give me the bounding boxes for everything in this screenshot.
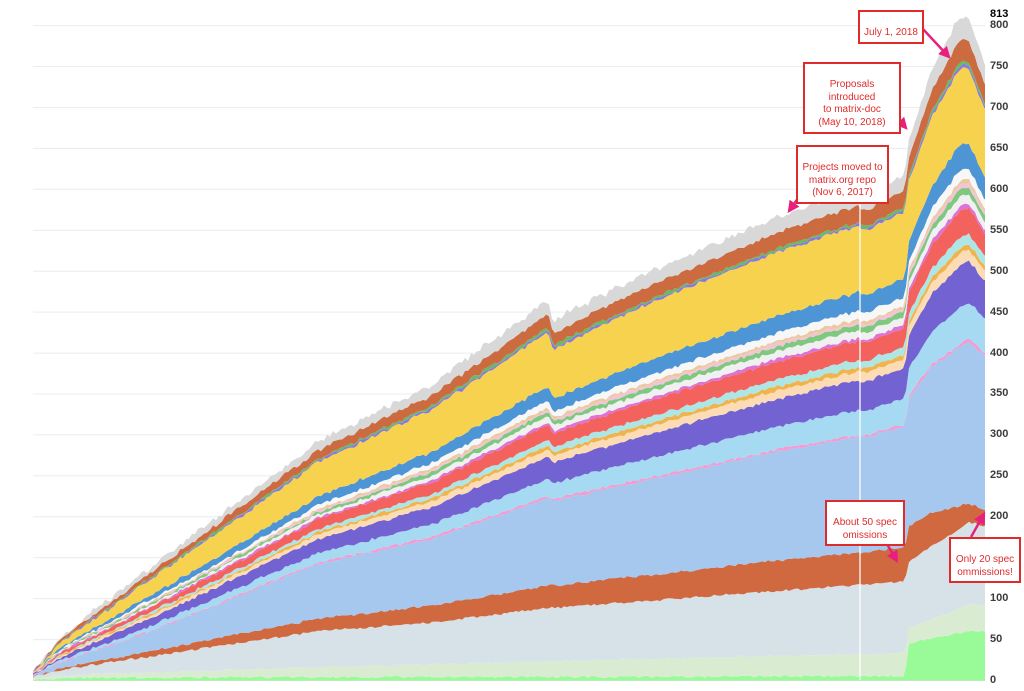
annotation-about-50-spec-omissions: About 50 spec omissions (825, 500, 905, 547)
annotation-arrow-only-20-spec-omissions (969, 511, 986, 538)
area-series-orange-band[interactable] (33, 503, 985, 678)
y-axis-label-800: 800 (990, 19, 1009, 32)
y-axis-label-700: 700 (990, 100, 1009, 113)
y-axis-peak-label: 813 (990, 8, 1009, 21)
y-axis-label-650: 650 (990, 141, 1009, 154)
annotation-projects-moved: Projects moved to matrix.org repo (Nov 6… (796, 145, 889, 205)
y-axis-label-250: 250 (990, 469, 1009, 482)
annotation-text: Projects moved to matrix.org repo (Nov 6… (802, 161, 883, 199)
annotation-proposals-matrix-doc: Proposals introduced to matrix-doc (May … (803, 62, 901, 134)
area-series-group (33, 16, 985, 681)
annotation-text: About 50 spec omissions (833, 516, 897, 541)
annotation-text: Proposals introduced to matrix-doc (May … (818, 78, 886, 129)
y-axis-label-500: 500 (990, 264, 1009, 277)
annotation-july-1-2018: July 1, 2018 (858, 10, 924, 44)
annotation-text: July 1, 2018 (864, 26, 918, 38)
y-axis-label-100: 100 (990, 592, 1009, 605)
y-axis-label-600: 600 (990, 182, 1009, 195)
area-series-steel-blue[interactable] (33, 341, 985, 677)
y-axis-label-200: 200 (990, 510, 1009, 523)
area-series-slate-purple[interactable] (33, 260, 985, 675)
annotation-text: Only 20 spec ommissions! (955, 553, 1015, 578)
y-axis-label-0: 0 (990, 674, 997, 686)
y-axis-label-50: 50 (990, 633, 1003, 646)
area-series-pale-green[interactable] (33, 603, 985, 681)
y-axis-label-300: 300 (990, 428, 1009, 441)
area-series-yellow-band[interactable] (33, 67, 985, 674)
area-series-light-sky-blue[interactable] (33, 303, 985, 675)
y-axis-label-450: 450 (990, 305, 1009, 318)
y-axis-label-750: 750 (990, 60, 1009, 73)
annotation-arrow-july-1-2018 (921, 27, 951, 59)
y-axis-label-350: 350 (990, 387, 1009, 400)
y-axis-label-400: 400 (990, 346, 1009, 359)
annotation-only-20-spec-omissions: Only 20 spec ommissions! (949, 537, 1021, 584)
area-series-pale-blue-gray[interactable] (33, 521, 985, 679)
y-axis-label-550: 550 (990, 223, 1009, 236)
